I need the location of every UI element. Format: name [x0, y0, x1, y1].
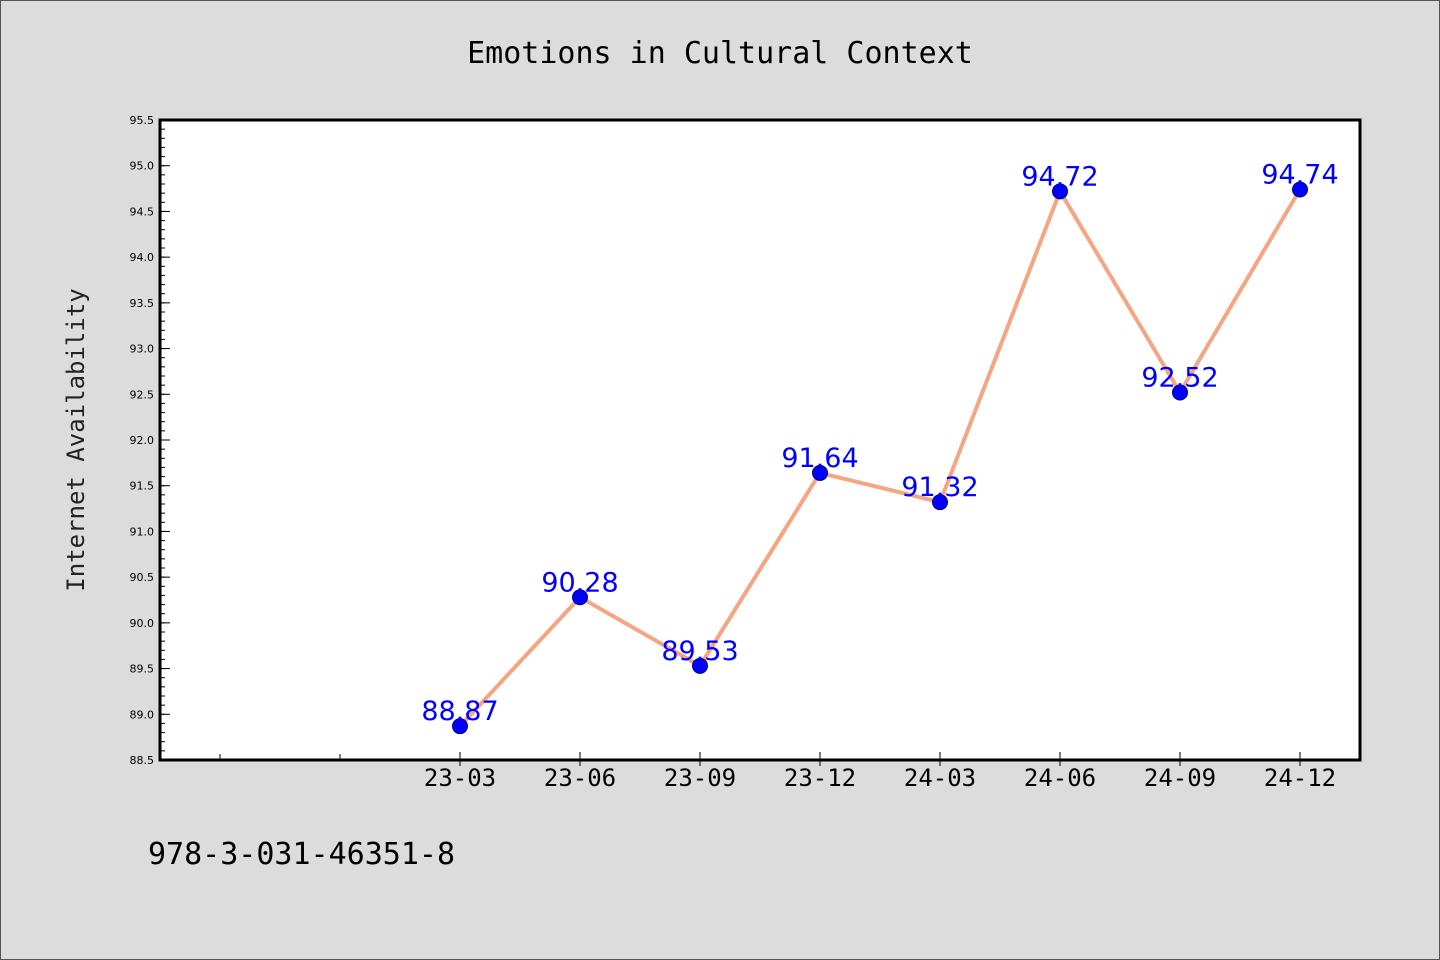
data-label: 94.74 [1261, 159, 1338, 190]
data-label: 90.28 [541, 567, 618, 598]
data-point [1172, 384, 1188, 401]
y-tick-label: 93.0 [130, 343, 155, 356]
y-tick-label: 93.5 [130, 297, 155, 310]
y-tick-label: 94.5 [130, 205, 155, 218]
data-label: 91.64 [781, 443, 858, 474]
y-tick-label: 90.5 [130, 571, 155, 584]
data-point [812, 464, 828, 481]
data-label: 94.72 [1021, 161, 1098, 192]
y-tick-label: 94.0 [130, 251, 155, 264]
series-line [458, 188, 1302, 728]
plot-area [160, 120, 1360, 760]
data-label: 88.87 [421, 696, 498, 727]
y-tick-label: 92.5 [130, 388, 155, 401]
chart-title: Emotions in Cultural Context [467, 36, 973, 71]
y-axis: 88.5 89.0 89.5 90.0 90.5 91.0 91.5 92.0 92.5 93.0… [130, 114, 170, 767]
x-axis: 23-03 23-06 23-09 23-12 24-03 24-06 24-09 24-12 [219, 752, 1336, 792]
y-tick-label: 89.5 [130, 663, 155, 676]
y-tick-label: 92.0 [130, 434, 155, 447]
y-tick-label: 91.5 [130, 480, 155, 493]
data-label: 92.52 [1141, 362, 1218, 393]
data-point [1292, 181, 1308, 198]
y-tick-label: 95.5 [130, 114, 155, 127]
isbn-label: 978-3-031-46351-8 [148, 837, 455, 872]
plot-frame [158, 118, 1362, 762]
x-tick-label: 23-06 [544, 764, 616, 792]
data-point [572, 589, 588, 606]
y-axis-label: Internet Availability [62, 288, 90, 591]
x-tick-label: 24-06 [1024, 764, 1096, 792]
x-tick-label: 23-03 [424, 764, 496, 792]
x-tick-label: 24-12 [1264, 764, 1336, 792]
y-tick-label: 90.0 [130, 617, 155, 630]
data-point [692, 657, 708, 674]
x-tick-label: 24-09 [1144, 764, 1216, 792]
data-point [452, 718, 468, 735]
y-tick-label: 95.0 [130, 160, 155, 173]
data-labels: 88.87 90.28 89.53 91.64 91.32 94.72 92.52 94.74 [421, 159, 1338, 727]
data-label: 89.53 [661, 636, 738, 667]
y-tick-label: 89.0 [130, 708, 155, 721]
series [452, 181, 1308, 735]
y-tick-label: 88.5 [130, 754, 155, 767]
x-tick-label: 23-09 [664, 764, 736, 792]
data-point [1052, 183, 1068, 200]
y-tick-label: 91.0 [130, 525, 155, 538]
x-tick-label: 23-12 [784, 764, 856, 792]
data-label: 91.32 [901, 472, 978, 503]
x-tick-label: 24-03 [904, 764, 976, 792]
data-point [932, 494, 948, 511]
